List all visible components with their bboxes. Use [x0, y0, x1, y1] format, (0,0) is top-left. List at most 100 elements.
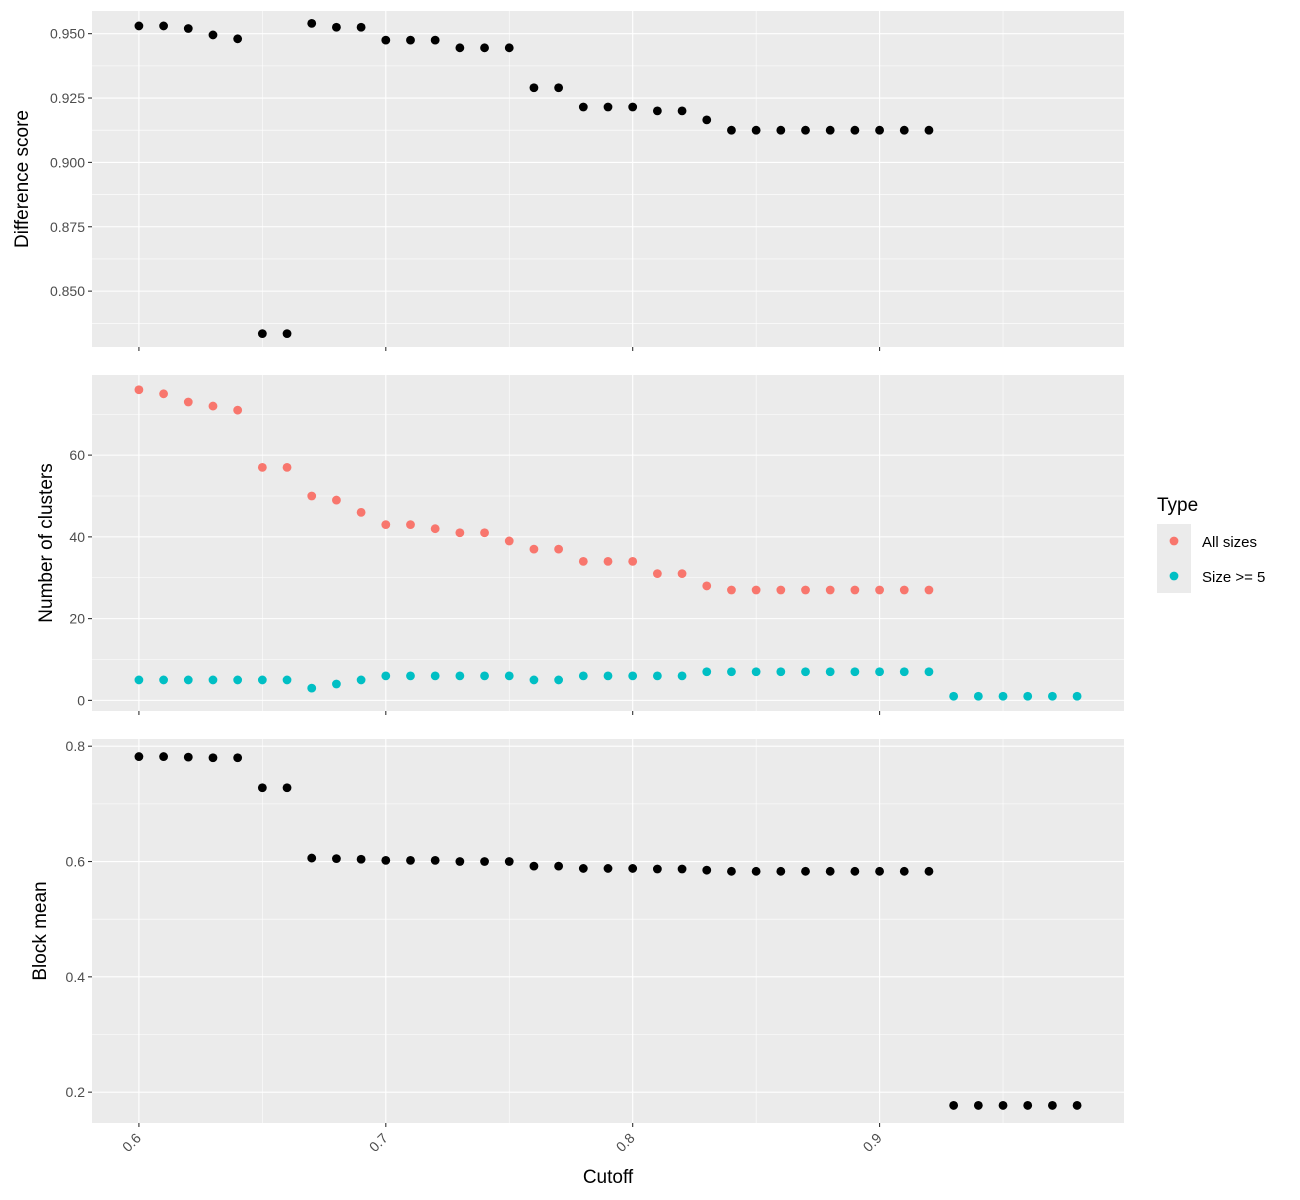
data-point: [603, 102, 613, 112]
y-tick-label: 20: [69, 611, 85, 627]
data-point: [677, 569, 687, 579]
data-point: [751, 585, 761, 595]
data-point: [307, 683, 317, 693]
data-point: [801, 866, 810, 876]
data-point: [529, 675, 539, 685]
data-point: [899, 585, 909, 595]
data-point: [1023, 691, 1033, 701]
data-point: [825, 585, 835, 595]
data-point: [257, 462, 267, 472]
data-point: [134, 752, 144, 761]
legend-label-size-ge-5: Size >= 5: [1202, 569, 1265, 586]
data-point: [578, 864, 588, 873]
y-tick-label: 0.8: [66, 738, 86, 754]
data-point: [356, 675, 366, 685]
data-point: [702, 667, 712, 677]
panel-block: 0.2 0.4 0.6 0.8 Block mean: [30, 738, 1124, 1127]
data-point: [702, 115, 712, 125]
data-point: [776, 667, 786, 677]
data-point: [702, 865, 712, 875]
data-point: [875, 667, 884, 677]
y-tick-label: 60: [69, 447, 85, 463]
data-point: [875, 866, 884, 876]
data-point: [652, 569, 662, 579]
data-point: [554, 861, 564, 871]
x-tick-label: 0.7: [366, 1130, 391, 1155]
y-tick-label: 0.875: [50, 219, 85, 235]
data-point: [554, 544, 564, 554]
data-point: [1048, 691, 1057, 701]
data-point: [183, 675, 193, 685]
data-point: [307, 853, 317, 863]
data-point: [332, 495, 341, 505]
y-axis-title: Difference score: [12, 110, 33, 248]
y-tick-label: 0.4: [66, 969, 86, 985]
data-point: [899, 125, 909, 135]
data-point: [406, 520, 415, 530]
data-point: [850, 866, 860, 876]
y-tick-label: 0.2: [66, 1084, 86, 1100]
panel-difference: 0.850 0.875 0.900 0.925 0.950 Difference scor…: [12, 11, 1124, 351]
data-point: [801, 667, 810, 677]
data-point: [825, 866, 835, 876]
y-tick-label: 0.950: [50, 26, 85, 42]
y-tick-label: 0.850: [50, 283, 85, 299]
x-tick-label: 0.9: [860, 1130, 885, 1155]
data-point: [381, 855, 391, 865]
data-point: [899, 667, 909, 677]
data-point: [332, 679, 341, 689]
data-point: [257, 783, 267, 793]
data-point: [480, 857, 489, 866]
x-axis-title: Cutoff: [583, 1167, 634, 1188]
data-point: [603, 556, 613, 566]
data-point: [430, 855, 440, 865]
panel-background: [92, 11, 1124, 347]
panel-clusters: 0 20 40 60 Number of clusters: [36, 375, 1124, 715]
y-axis-title: Block mean: [30, 881, 51, 980]
data-point: [381, 35, 391, 45]
y-tick-label: 0.900: [50, 154, 85, 170]
panels-layer: 0.850 0.875 0.900 0.925 0.950 Difference scor…: [12, 11, 1124, 1155]
legend-dot-size-ge-5: [1169, 571, 1179, 581]
data-point: [455, 671, 465, 681]
data-point: [356, 507, 366, 517]
data-point: [1072, 691, 1082, 701]
data-point: [751, 866, 761, 876]
data-point: [628, 556, 638, 566]
x-tick-label: 0.8: [613, 1130, 638, 1155]
data-point: [504, 536, 514, 546]
data-point: [949, 1101, 959, 1110]
legend-title: Type: [1157, 495, 1198, 516]
data-point: [899, 866, 909, 876]
data-point: [727, 585, 736, 595]
data-point: [850, 667, 860, 677]
data-point: [924, 125, 934, 135]
data-point: [381, 671, 391, 681]
data-point: [751, 125, 761, 135]
data-point: [924, 667, 934, 677]
data-point: [455, 43, 465, 53]
data-point: [652, 106, 662, 116]
data-point: [825, 125, 835, 135]
panel-background: [92, 375, 1124, 711]
data-point: [159, 752, 168, 761]
data-point: [504, 43, 514, 53]
y-tick-label: 0.925: [50, 90, 85, 106]
data-point: [652, 671, 662, 681]
data-point: [603, 671, 613, 681]
data-point: [628, 671, 638, 681]
data-point: [183, 397, 193, 407]
data-point: [652, 864, 662, 874]
data-point: [578, 102, 588, 112]
data-point: [529, 544, 539, 554]
data-point: [603, 864, 613, 873]
data-point: [751, 667, 761, 677]
data-point: [233, 675, 243, 685]
data-point: [233, 753, 243, 763]
data-point: [208, 675, 218, 685]
legend: Type All sizes Size >= 5: [1157, 495, 1265, 593]
data-point: [529, 83, 539, 93]
data-point: [208, 401, 218, 411]
data-point: [628, 864, 638, 873]
data-point: [554, 675, 564, 685]
